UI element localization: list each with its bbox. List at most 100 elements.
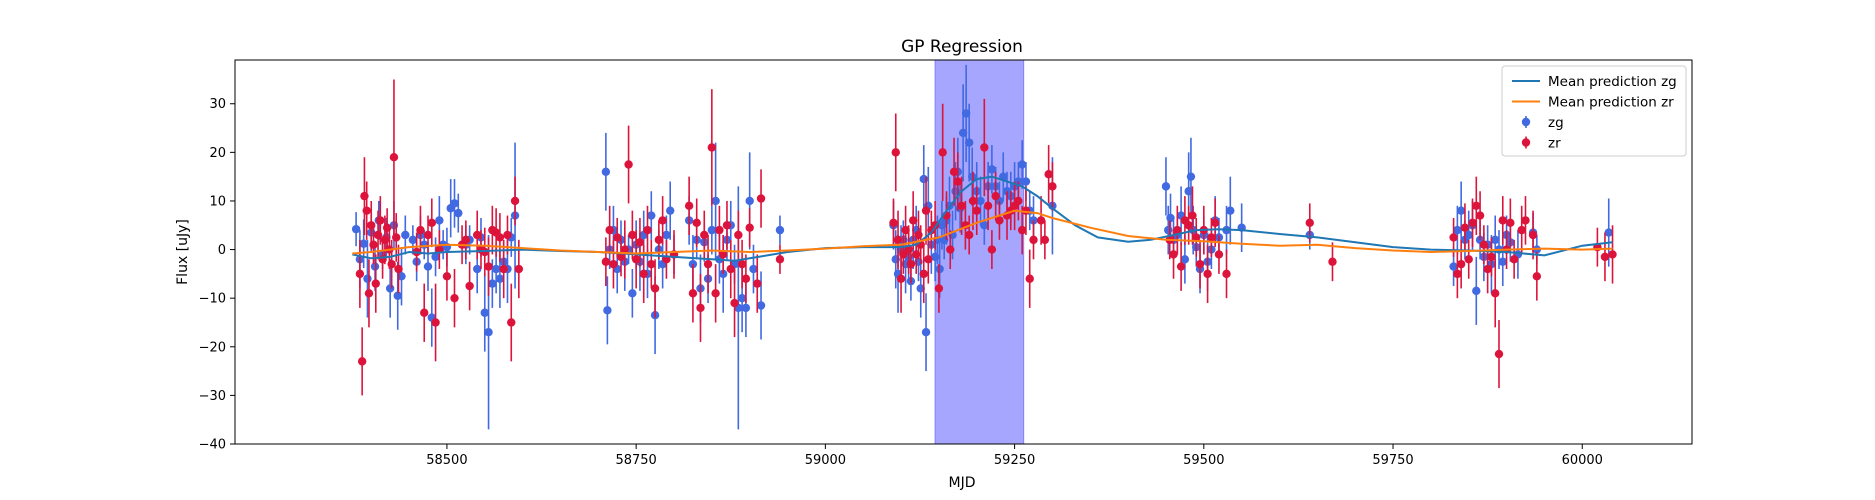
point-zr bbox=[499, 264, 508, 274]
point-zr bbox=[1173, 225, 1182, 235]
line-mean-prediction-zr bbox=[352, 209, 1613, 255]
point-zg bbox=[1021, 177, 1031, 186]
x-tick-label: 58500 bbox=[426, 453, 467, 468]
point-zr bbox=[893, 235, 903, 245]
point-zr bbox=[707, 143, 717, 152]
point-zr bbox=[1449, 233, 1458, 242]
point-zr bbox=[1472, 201, 1481, 211]
point-zg bbox=[1017, 160, 1027, 169]
point-zr bbox=[1214, 250, 1224, 259]
point-zr bbox=[387, 259, 396, 269]
point-zr bbox=[1184, 221, 1193, 230]
point-zr bbox=[696, 303, 705, 313]
point-zg bbox=[711, 196, 720, 206]
point-zg bbox=[1491, 235, 1500, 245]
point-zr bbox=[427, 218, 436, 228]
point-zr bbox=[484, 262, 493, 271]
point-zg bbox=[958, 128, 968, 138]
point-zg bbox=[1498, 257, 1507, 266]
legend-label: Mean prediction zg bbox=[1548, 74, 1677, 90]
point-zr bbox=[392, 233, 401, 242]
point-zr bbox=[711, 289, 720, 298]
point-zr bbox=[510, 196, 520, 206]
point-zg bbox=[987, 165, 997, 174]
legend-label: zg bbox=[1548, 115, 1564, 131]
point-zg bbox=[688, 259, 698, 269]
point-zr bbox=[906, 259, 916, 269]
x-tick-label: 59500 bbox=[1183, 453, 1224, 468]
point-zr bbox=[624, 160, 633, 169]
point-zg bbox=[393, 291, 402, 300]
point-zr bbox=[643, 225, 652, 235]
point-zg bbox=[473, 264, 482, 274]
point-zg bbox=[961, 109, 971, 118]
point-zr bbox=[495, 233, 505, 242]
legend-label: Mean prediction zr bbox=[1548, 95, 1674, 111]
plot-frame bbox=[234, 59, 1693, 445]
point-zg bbox=[1226, 206, 1235, 215]
point-zg bbox=[408, 235, 418, 245]
point-zr bbox=[700, 230, 709, 240]
point-zg bbox=[1464, 230, 1473, 240]
point-zr bbox=[991, 191, 1000, 201]
point-zr bbox=[1506, 218, 1515, 228]
series-zr bbox=[355, 79, 1617, 396]
point-zr bbox=[972, 206, 981, 215]
point-zr bbox=[1207, 233, 1216, 242]
point-zr bbox=[1048, 182, 1057, 191]
point-zr bbox=[891, 148, 900, 157]
point-zr bbox=[362, 206, 371, 215]
y-tick-label: 10 bbox=[209, 194, 226, 209]
y-tick-label: −20 bbox=[199, 340, 226, 355]
legend: Mean prediction zg Mean prediction zr zg zr bbox=[1501, 65, 1687, 157]
point-zr bbox=[503, 230, 512, 240]
point-zr bbox=[1203, 269, 1212, 279]
point-zg bbox=[601, 167, 611, 176]
point-zr bbox=[753, 279, 762, 288]
point-zr bbox=[1044, 170, 1053, 179]
point-zg bbox=[484, 328, 493, 337]
point-zr bbox=[1036, 216, 1046, 225]
y-tick-label: −10 bbox=[199, 292, 226, 307]
point-zr bbox=[1608, 250, 1617, 259]
point-zr bbox=[1176, 262, 1186, 271]
point-zg bbox=[603, 306, 612, 315]
point-zg bbox=[423, 262, 433, 271]
point-zg bbox=[737, 293, 747, 303]
point-zr bbox=[995, 216, 1004, 225]
point-zr bbox=[1040, 235, 1050, 245]
legend-box bbox=[1501, 65, 1687, 157]
point-zr bbox=[1479, 240, 1489, 249]
point-zr bbox=[461, 235, 471, 245]
y-tick-label: 30 bbox=[209, 97, 226, 112]
point-zr bbox=[442, 272, 452, 281]
point-zr bbox=[431, 318, 440, 327]
point-zg bbox=[666, 206, 675, 215]
point-zr bbox=[896, 274, 906, 283]
point-zg bbox=[488, 279, 497, 288]
point-zr bbox=[450, 293, 459, 303]
point-zr bbox=[389, 153, 399, 162]
point-zg bbox=[921, 328, 931, 337]
point-zr bbox=[953, 177, 963, 186]
point-zr bbox=[692, 218, 701, 228]
point-zg bbox=[1161, 182, 1171, 191]
point-zr bbox=[1328, 257, 1337, 266]
point-zr bbox=[382, 223, 392, 232]
point-zr bbox=[1188, 211, 1197, 220]
point-zr bbox=[1528, 230, 1538, 240]
point-zr bbox=[980, 143, 989, 152]
point-zr bbox=[609, 259, 618, 269]
point-zr bbox=[703, 259, 713, 269]
point-zg bbox=[1166, 213, 1175, 223]
y-tick-label: −30 bbox=[199, 389, 226, 404]
point-zr bbox=[1456, 259, 1466, 269]
point-zg bbox=[662, 230, 671, 240]
point-zr bbox=[1600, 252, 1610, 262]
x-tick-label: 58750 bbox=[615, 453, 656, 468]
point-zr bbox=[957, 201, 966, 211]
point-zr bbox=[1517, 225, 1526, 235]
point-zr bbox=[718, 250, 728, 259]
point-zg bbox=[745, 196, 754, 206]
